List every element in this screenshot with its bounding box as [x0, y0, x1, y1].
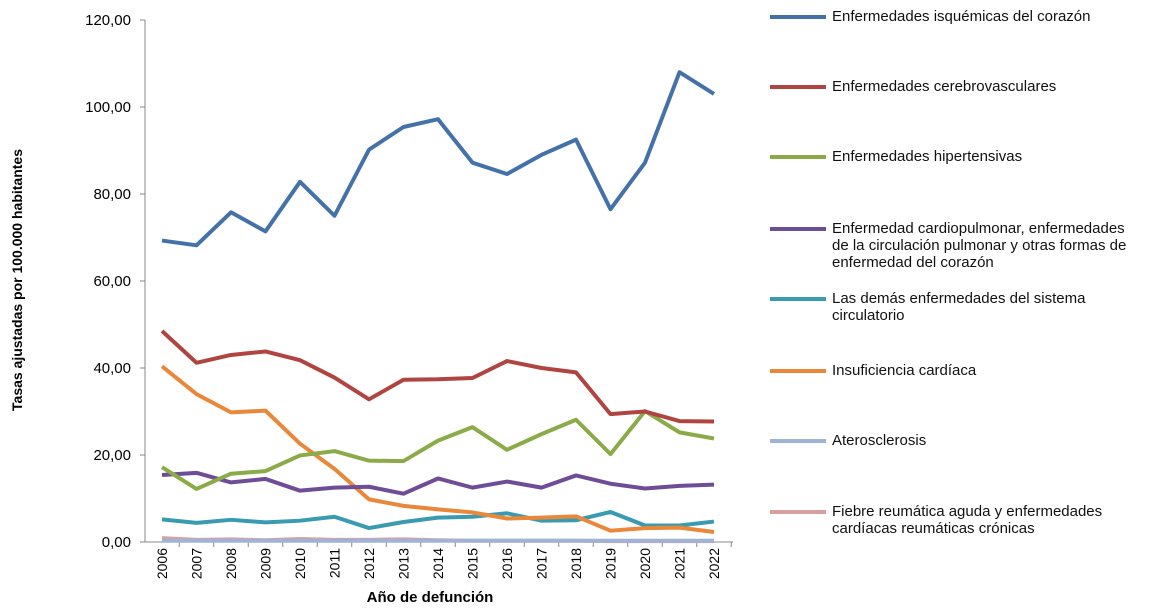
legend-label: Insuficiencia cardíaca [832, 362, 977, 379]
x-tick-label: 2010 [292, 548, 308, 579]
x-tick-label: 2018 [568, 548, 584, 579]
legend-item: Enfermedades cerebrovasculares [770, 78, 1140, 95]
legend-label: Aterosclerosis [832, 432, 927, 449]
y-axis-title: Tasas ajustadas por 100.000 habitantes [9, 149, 25, 411]
legend-label: Enfermedad cardiopulmonar, enfermedades … [832, 220, 1127, 271]
x-tick-label: 2008 [223, 548, 239, 579]
y-tick-label: 40,00 [93, 360, 131, 377]
series-line [160, 409, 715, 491]
legend-label: Enfermedades cerebrovasculares [832, 78, 1057, 95]
x-tick-label: 2020 [637, 548, 653, 579]
legend-item: Fiebre reumática aguda y enfermedades ca… [770, 503, 1140, 537]
series-line [160, 329, 715, 424]
series-line [160, 364, 715, 534]
y-tick-label: 60,00 [93, 273, 131, 290]
legend-swatch [770, 155, 826, 159]
legend-label: Fiebre reumática aguda y enfermedades ca… [832, 503, 1103, 537]
legend-swatch [770, 297, 826, 301]
legend-swatch [770, 510, 826, 514]
y-tick-label: 0,00 [102, 534, 131, 551]
x-tick-label: 2017 [534, 548, 550, 579]
legend-item: Enfermedad cardiopulmonar, enfermedades … [770, 220, 1140, 271]
legend-swatch [770, 439, 826, 443]
series-line [161, 470, 715, 496]
x-tick-label: 2012 [361, 548, 377, 579]
series-line [161, 70, 716, 248]
legend-item: Aterosclerosis [770, 432, 1140, 449]
y-tick-label: 20,00 [93, 447, 131, 464]
legend-swatch [770, 15, 826, 19]
x-tick-label: 2013 [396, 548, 412, 579]
legend-item: Insuficiencia cardíaca [770, 362, 1140, 379]
legend-item: Las demás enfermedades del sistema circu… [770, 290, 1140, 324]
x-tick-label: 2011 [327, 548, 343, 578]
y-tick-label: 80,00 [93, 186, 131, 203]
x-axis-title: Año de defunción [367, 589, 494, 606]
x-tick-label: 2007 [189, 548, 205, 579]
x-tick-label: 2009 [258, 548, 274, 579]
legend-item: Enfermedades hipertensivas [770, 148, 1140, 165]
legend-swatch [770, 369, 826, 373]
y-tick-label: 120,00 [85, 12, 131, 29]
x-tick-label: 2006 [154, 548, 170, 579]
legend-label: Enfermedades isquémicas del corazón [832, 8, 1091, 25]
x-tick-label: 2016 [499, 548, 515, 579]
legend-label: Las demás enfermedades del sistema circu… [832, 290, 1086, 324]
y-tick-label: 100,00 [85, 99, 131, 116]
legend-item: Enfermedades isquémicas del corazón [770, 8, 1140, 25]
legend-swatch [770, 85, 826, 89]
x-tick-label: 2021 [672, 548, 688, 579]
legend-label: Enfermedades hipertensivas [832, 148, 1023, 165]
series-line [161, 509, 715, 531]
x-tick-label: 2015 [465, 548, 481, 579]
x-tick-label: 2019 [603, 548, 619, 579]
x-tick-label: 2014 [430, 548, 446, 579]
x-tick-label: 2022 [706, 548, 722, 579]
legend-swatch [770, 227, 826, 231]
